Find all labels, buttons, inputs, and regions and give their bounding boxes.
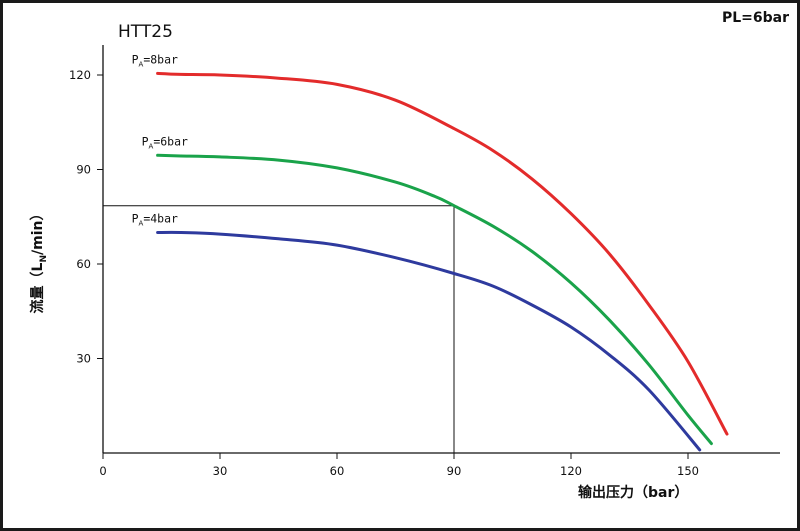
axes: 0 30 60 90 120 150 30 60 90 120 [69,45,780,478]
series-label-sub: A [139,60,144,68]
series-label-sub: A [139,220,144,228]
y-axis-label: 流量（LN/min） [29,207,49,314]
x-tick-label: 0 [99,464,106,478]
y-axis-label-rest: /min） [30,207,46,255]
y-tick-label: 120 [69,68,91,82]
series-label: PA=8bar [132,52,178,68]
y-axis-label-sub: N [39,255,49,263]
x-tick-label: 150 [677,464,699,478]
series-label-rest: =4bar [143,212,178,226]
series-label: PA=4bar [132,212,178,228]
y-axis-label-main: 流量（L [29,262,46,313]
y-tick-label: 90 [76,163,91,177]
corner-note: PL=6bar [722,10,789,26]
reference-lines [103,205,455,453]
x-axis-label: 输出压力（bar） [578,484,688,501]
series-group [156,71,729,452]
x-tick-label: 120 [560,464,582,478]
series-label-rest: =6bar [153,134,188,148]
series-line-6bar [156,153,713,446]
series-label-main: P [132,212,139,226]
y-tick-label: 30 [76,352,91,366]
y-tick-label: 60 [76,257,91,271]
series-line-8bar [156,71,729,436]
x-tick-label: 60 [330,464,345,478]
series-label-main: P [132,52,139,66]
series-line-4bar [156,230,702,452]
series-label: PA=6bar [142,134,188,150]
x-tick-label: 90 [447,464,462,478]
x-tick-label: 30 [213,464,228,478]
chart-title: HTT25 [118,22,173,42]
series-label-sub: A [149,142,154,150]
series-label-rest: =8bar [143,52,178,66]
series-label-main: P [142,134,149,148]
